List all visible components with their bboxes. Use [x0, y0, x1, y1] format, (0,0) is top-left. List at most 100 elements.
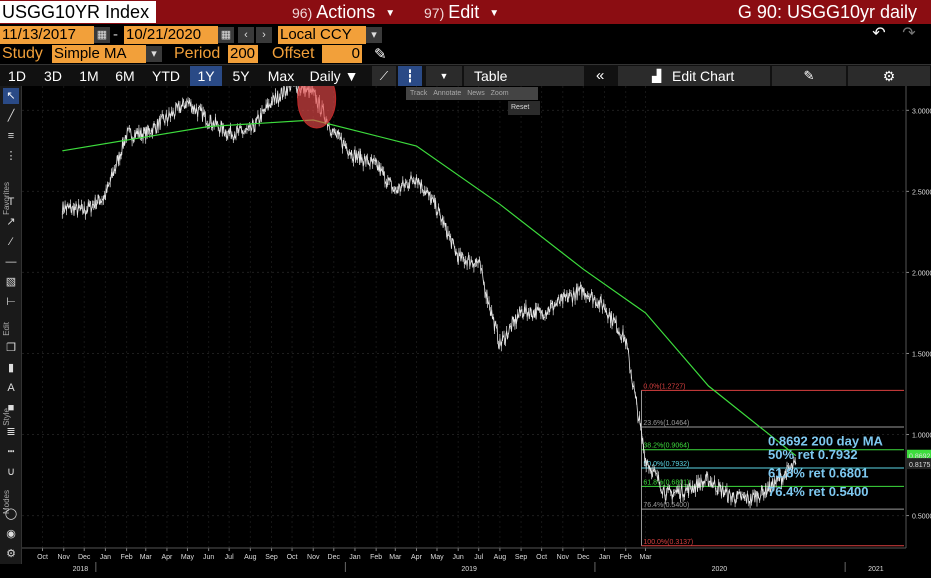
delete-icon[interactable]: ▮ — [7, 362, 15, 374]
range-tab[interactable]: 6M — [115, 68, 135, 84]
calendar-icon[interactable]: ▦ — [94, 27, 110, 43]
ruler-icon[interactable]: ⊢ — [6, 296, 16, 308]
tool-palette: ↖ ╱ ≡ ⋮ Favorites T ↗ ∕ — ▧ ⊢ Edit ❐ ▮ A… — [0, 86, 22, 564]
text-tool-icon[interactable]: T — [7, 196, 15, 208]
table-button[interactable]: Table — [464, 66, 584, 86]
edit-number: 97) — [424, 5, 445, 21]
range-tab[interactable]: 5Y — [232, 68, 250, 84]
horizontal-line-icon[interactable]: — — [5, 256, 17, 268]
offset-input[interactable]: 0 — [322, 45, 362, 63]
study-bar: Study Simple MA ▾ Period 200 Offset 0 ✎ — [0, 44, 931, 64]
candlestick-icon[interactable]: ┇ — [398, 66, 422, 86]
start-date-field[interactable]: 11/13/2017 — [0, 26, 94, 44]
last-value-badge — [907, 449, 931, 461]
y-tick-label: 1.5000 — [912, 351, 931, 358]
chart-type-dropdown[interactable]: ▼ — [426, 66, 462, 86]
highlight-ellipse — [297, 86, 337, 129]
annotation-label: 0.8692 200 day MA — [768, 434, 884, 449]
annotation-label: 76.4% ret 0.5400 — [768, 484, 868, 499]
collapse-icon[interactable]: « — [596, 67, 605, 84]
color-swatch-icon[interactable]: ■ — [7, 402, 15, 414]
chevron-right-icon[interactable]: › — [256, 27, 272, 43]
caret-down-icon: ▼ — [385, 8, 396, 19]
news-tool[interactable]: News — [467, 90, 485, 97]
x-month-label: Aug — [244, 554, 257, 561]
font-icon[interactable]: A — [7, 382, 15, 394]
channel-tool-icon[interactable]: ▧ — [5, 276, 17, 288]
x-month-label: Jun — [453, 554, 464, 561]
line-tool-icon[interactable]: ╱ — [7, 110, 15, 122]
period-input[interactable]: 200 — [228, 45, 258, 63]
frequency-select[interactable]: Daily ▼ — [309, 68, 359, 84]
magnet-icon[interactable]: ∪ — [6, 466, 16, 478]
end-date-field[interactable]: 10/21/2020 — [124, 26, 218, 44]
actions-number: 96) — [292, 5, 313, 21]
fibonacci-retracement[interactable]: 0.0%(1.2727) 23.6%(1.0464) 38.2%(0.9064) 50… — [641, 383, 904, 547]
range-tab[interactable]: YTD — [152, 68, 180, 84]
ma-series-line — [62, 119, 797, 457]
actions-menu[interactable]: 96) Actions ▼ — [292, 0, 395, 24]
annotate-tool[interactable]: Annotate — [433, 90, 462, 97]
x-month-label: Oct — [37, 554, 48, 561]
edit-menu[interactable]: 97) Edit ▼ — [424, 0, 499, 24]
x-month-label: May — [181, 554, 195, 561]
highlight-circle[interactable] — [297, 86, 337, 129]
undo-icon[interactable]: ↶ — [872, 25, 886, 42]
price-chart[interactable]: 0.0%(1.2727) 23.6%(1.0464) 38.2%(0.9064) 50… — [22, 86, 931, 578]
last-value-badge — [907, 458, 931, 470]
x-month-label: Jul — [474, 554, 483, 561]
range-tab[interactable]: 1D — [8, 68, 26, 84]
brush-tool-icon[interactable]: ∕ — [10, 236, 12, 248]
settings-button[interactable]: ⚙ — [848, 66, 930, 86]
line-width-icon[interactable]: ≣ — [6, 426, 16, 438]
frequency-label: Daily — [309, 68, 341, 84]
copy-icon[interactable]: ❐ — [6, 342, 16, 354]
snap-icon[interactable]: ◯ — [4, 508, 18, 520]
x-year-label: 2020 — [712, 566, 728, 573]
fib-level-label: 76.4%(0.5400) — [643, 502, 689, 509]
zoom-tool[interactable]: Zoom — [490, 90, 509, 97]
reset-button[interactable]: Reset — [508, 101, 540, 115]
line-chart-icon[interactable]: ⟋ — [372, 66, 396, 86]
bar-chart-icon: ▟ — [652, 69, 662, 83]
ticker-field[interactable]: USGG10YR Index — [0, 1, 156, 23]
range-tab-active[interactable]: 1Y — [190, 66, 222, 86]
gear-icon[interactable]: ⚙ — [6, 548, 16, 560]
line-style-icon[interactable]: ┅ — [7, 446, 15, 458]
currency-select[interactable]: Local CCY — [278, 26, 366, 44]
y-tick-label: 2.5000 — [912, 189, 931, 196]
edit-label: Edit — [448, 2, 480, 22]
range-tab[interactable]: Max — [267, 68, 295, 84]
fibonacci-fan-icon[interactable]: ⋮ — [5, 150, 17, 162]
x-month-label: Nov — [307, 554, 320, 561]
caret-down-icon[interactable]: ▾ — [366, 27, 382, 43]
x-year-label: 2018 — [73, 566, 89, 573]
x-month-label: Feb — [121, 554, 133, 561]
fib-level-label: 0.0%(1.2727) — [643, 383, 685, 390]
x-month-label: Nov — [57, 554, 70, 561]
calendar-icon[interactable]: ▦ — [218, 27, 234, 43]
study-select[interactable]: Simple MA — [52, 45, 146, 63]
x-month-label: Mar — [389, 554, 402, 561]
x-month-label: Jan — [599, 554, 610, 561]
last-value-text: 0.8692 — [909, 454, 931, 461]
caret-down-icon[interactable]: ▾ — [146, 46, 162, 62]
range-tab[interactable]: 3D — [44, 68, 62, 84]
cursor-icon[interactable]: ↖ — [3, 88, 19, 104]
x-month-label: Aug — [494, 554, 507, 561]
edit-chart-button[interactable]: ▟ Edit Chart — [618, 66, 770, 86]
pencil-icon[interactable]: ✎ — [374, 46, 387, 63]
redo-icon[interactable]: ↷ — [902, 25, 916, 42]
eye-icon[interactable]: ◉ — [6, 528, 16, 540]
caret-down-icon: ▼ — [489, 8, 500, 19]
annotate-button[interactable]: ✎ — [772, 66, 846, 86]
range-tab[interactable]: 1M — [79, 68, 99, 84]
fib-level-label: 61.8%(0.6801) — [643, 479, 689, 486]
arrow-tool-icon[interactable]: ↗ — [6, 216, 16, 228]
track-tool[interactable]: Track — [410, 90, 428, 97]
x-month-label: Feb — [620, 554, 632, 561]
fibonacci-tool-icon[interactable]: ≡ — [7, 130, 15, 142]
title-bar: USGG10YR Index 96) Actions ▼ 97) Edit ▼ G 90… — [0, 0, 931, 24]
chevron-left-icon[interactable]: ‹ — [238, 27, 254, 43]
